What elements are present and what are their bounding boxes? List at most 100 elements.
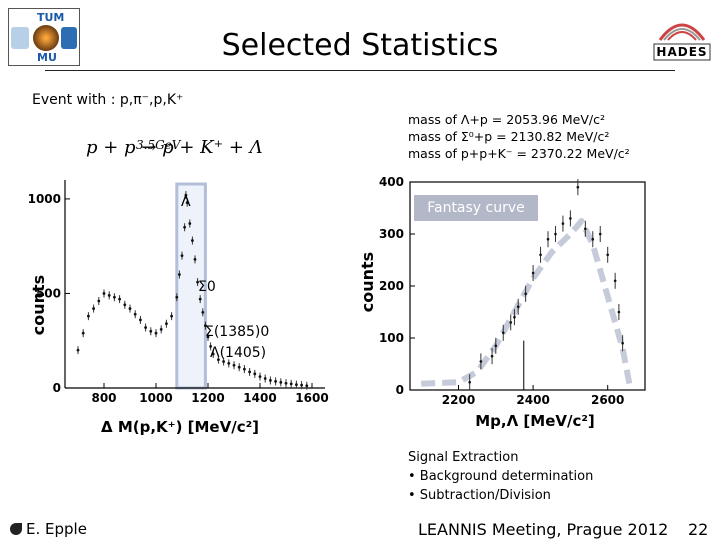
- right-chart-xlabel: Mp,Λ [MeV/c²]: [475, 412, 595, 430]
- data-point: [513, 315, 516, 319]
- signal-item: • Background determination: [408, 469, 594, 484]
- data-point: [206, 335, 210, 339]
- data-point: [113, 295, 116, 299]
- data-point: [300, 383, 303, 387]
- data-point: [243, 367, 246, 371]
- data-point: [576, 185, 580, 189]
- data-point: [617, 310, 621, 314]
- data-point: [139, 318, 142, 322]
- data-point: [159, 327, 163, 331]
- data-point: [107, 293, 111, 297]
- footer-author-text: E. Epple: [26, 520, 87, 538]
- title-underline: [45, 70, 675, 71]
- sigma1385-label: Σ(1385)0: [205, 324, 270, 340]
- data-point: [561, 222, 565, 225]
- data-point: [479, 360, 483, 363]
- blue-shield-icon: [61, 27, 77, 49]
- reaction-equation: p + p → p + K⁺ + Λ: [86, 137, 263, 158]
- data-point: [584, 227, 587, 231]
- lambda1405-label: Λ(1405): [210, 345, 267, 361]
- right-chart-ylabel: counts: [358, 252, 377, 312]
- lambda-label: Λ: [181, 194, 191, 210]
- data-point: [81, 331, 85, 335]
- data-point: [184, 193, 188, 197]
- footer-meeting: LEANNIS Meeting, Prague 2012: [418, 520, 669, 539]
- hades-logo: HADES: [650, 10, 714, 66]
- data-point: [274, 379, 277, 383]
- orange-globe-icon: [33, 25, 59, 51]
- y-tick-label: 400: [379, 175, 404, 189]
- tum-logo: TUM MU: [8, 8, 80, 66]
- mu-logo-text: MU: [37, 51, 57, 64]
- highlight-band: [175, 182, 207, 390]
- data-point: [128, 307, 132, 310]
- x-tick-label: 1200: [191, 391, 224, 405]
- data-point: [222, 360, 226, 363]
- data-point: [248, 370, 252, 374]
- data-point: [539, 253, 542, 257]
- data-point: [133, 312, 137, 316]
- data-point: [123, 303, 127, 307]
- left-chart-xlabel: Δ M(p,K⁺) [MeV/c²]: [101, 418, 259, 436]
- data-point: [188, 222, 192, 225]
- data-point: [183, 225, 187, 229]
- data-point: [509, 321, 513, 324]
- data-point: [569, 217, 572, 220]
- data-point: [516, 305, 520, 309]
- data-point: [87, 314, 90, 318]
- hades-logo-text: HADES: [656, 45, 708, 59]
- data-point: [201, 310, 205, 314]
- data-point: [76, 348, 80, 352]
- page-number: 22: [688, 520, 709, 539]
- data-point: [524, 292, 527, 296]
- data-point: [118, 297, 121, 301]
- y-tick-label: 200: [379, 279, 404, 293]
- data-point: [613, 279, 617, 283]
- right-chart: 2200 2400 2600 0 100 200 300 400 counts Mp,Λ [M…: [358, 175, 646, 430]
- x-tick-label: 1400: [243, 391, 276, 405]
- mass-ppk: mass of p+p+K⁻ = 2370.22 MeV/c²: [408, 146, 630, 161]
- data-point: [154, 331, 158, 335]
- data-point: [144, 326, 147, 329]
- data-point: [501, 331, 505, 335]
- data-point: [279, 380, 283, 384]
- y-tick-label: 500: [36, 286, 61, 300]
- x-tick-label: 1600: [295, 391, 328, 405]
- data-point: [191, 239, 194, 242]
- data-point: [232, 363, 236, 367]
- data-point: [237, 365, 241, 369]
- data-point: [211, 352, 215, 356]
- data-point: [175, 295, 179, 299]
- data-point: [289, 382, 293, 386]
- data-point: [606, 253, 609, 257]
- y-tick-label: 100: [379, 331, 404, 345]
- fantasy-curve-label: Fantasy curve: [414, 195, 538, 221]
- fantasy-curve: [421, 218, 634, 388]
- data-point: [263, 377, 267, 380]
- y-tick-label: 0: [396, 383, 404, 397]
- data-point: [102, 292, 106, 295]
- signal-heading: Signal Extraction: [408, 450, 519, 465]
- sigma0-label: Σ0: [198, 279, 216, 295]
- y-tick-label: 300: [379, 227, 404, 241]
- mass-list: mass of Λ+p = 2053.96 MeV/c² mass of Σ⁰+…: [408, 111, 630, 162]
- tum-logo-text: TUM: [37, 11, 65, 24]
- signal-item: • Subtraction/Division: [408, 488, 551, 503]
- data-point: [490, 354, 494, 358]
- data-point: [494, 344, 498, 348]
- data-point: [204, 324, 207, 327]
- data-point: [531, 271, 535, 275]
- left-chart: 800 1000 1200 1400 1600 0 500 1000 counts Δ M(p…: [28, 180, 329, 436]
- event-selection-text: Event with : p,π⁻,p,K⁺: [32, 92, 184, 108]
- data-point: [92, 307, 95, 310]
- data-point: [253, 372, 257, 376]
- x-tick-label: 2200: [442, 393, 475, 407]
- hades-emblem-icon: [653, 23, 711, 61]
- data-point: [258, 375, 262, 379]
- data-point: [193, 258, 197, 261]
- speaker-icon: [10, 523, 22, 535]
- data-point: [468, 380, 471, 384]
- data-point: [227, 362, 231, 365]
- mass-sigma-p: mass of Σ⁰+p = 2130.82 MeV/c²: [408, 129, 610, 144]
- data-point: [295, 383, 298, 386]
